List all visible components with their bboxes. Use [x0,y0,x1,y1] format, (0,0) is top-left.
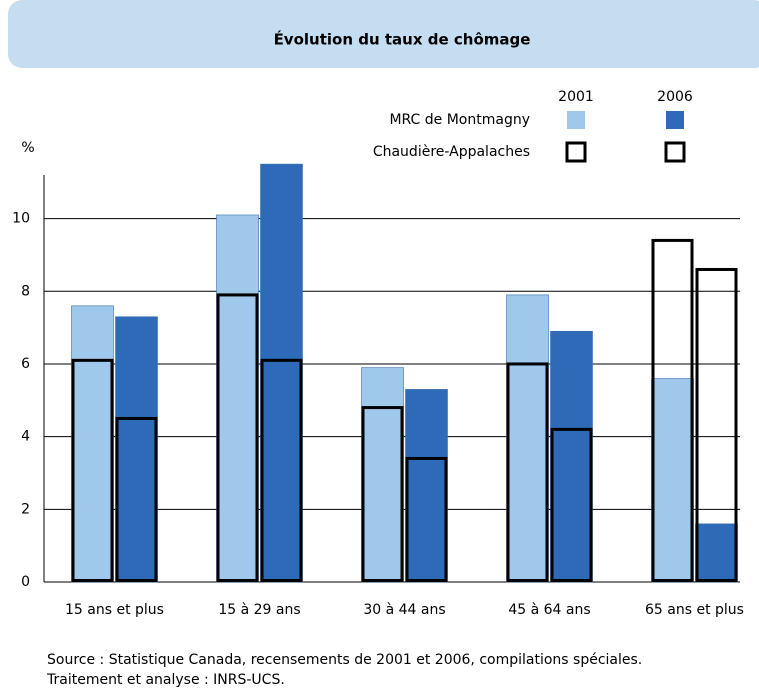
legend-year: 2006 [657,89,693,105]
bar-outline [550,427,593,582]
bar-outline [216,293,259,582]
bar [260,163,303,583]
legend-swatch [664,141,686,163]
bar-outline [71,358,114,582]
bar [695,523,738,583]
legend-label: Chaudière-Appalaches [373,144,530,160]
bar [71,305,114,583]
x-tick-label: 15 à 29 ans [218,602,300,618]
y-tick-label: 6 [21,356,30,372]
bar-outline [651,238,694,583]
bar [651,378,694,583]
bar [361,367,404,583]
y-tick-label: 4 [21,429,30,445]
legend-swatch [565,141,587,163]
y-tick-label: 2 [21,501,30,517]
bar [550,330,593,583]
bar [115,316,158,583]
y-axis-label: % [21,140,34,156]
bar [506,294,549,583]
source-note: Source : Statistique Canada, recensement… [47,652,642,668]
y-tick-label: 10 [12,211,30,227]
legend-swatch [567,111,585,129]
bar-outline [361,406,404,583]
y-tick-label: 8 [21,283,30,299]
bar-outline [115,416,158,582]
bar [405,389,448,583]
source-note: Traitement et analyse : INRS-UCS. [46,672,285,688]
legend-swatch [666,111,684,129]
x-tick-label: 30 à 44 ans [363,602,445,618]
y-tick-label: 0 [21,574,30,590]
chart-title: Évolution du taux de chômage [274,30,531,49]
bar-outline [506,362,549,583]
title-banner [8,0,759,68]
bar-outline [260,358,303,582]
legend-year: 2001 [558,89,594,105]
x-tick-label: 45 à 64 ans [508,602,590,618]
bar-outline [405,456,448,583]
x-tick-label: 15 ans et plus [65,602,164,618]
bar-outline [695,267,738,582]
legend-label: MRC de Montmagny [389,112,530,128]
x-tick-label: 65 ans et plus [645,602,744,618]
bar [216,214,259,583]
